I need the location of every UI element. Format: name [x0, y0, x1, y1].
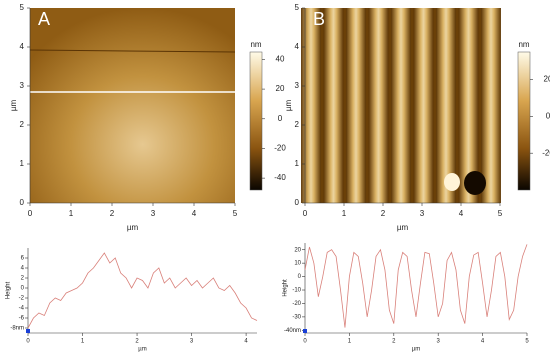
y-tick-label: 4: [21, 266, 25, 272]
y-tick-label: 2: [20, 120, 25, 129]
x-tick-label: 3: [420, 209, 425, 218]
x-tick-label: 4: [192, 209, 197, 218]
profile-line: [27, 252, 258, 329]
x-tick-label: 0: [303, 339, 307, 345]
colorbar-label: nm: [518, 40, 529, 49]
y-axis-label: µm: [284, 100, 293, 112]
stripe: [323, 8, 344, 203]
x-axis-label: µm: [138, 347, 146, 353]
y-tick-label: 4: [20, 42, 25, 51]
y-tick-label: 5: [295, 3, 300, 12]
x-tick-label: 2: [392, 339, 396, 345]
x-tick-label: 2: [135, 339, 139, 345]
y-tick-label: 2: [21, 276, 25, 282]
stripe: [391, 8, 411, 203]
y-tick-label: 1: [20, 159, 25, 168]
y-tick-label: -4: [19, 306, 25, 312]
y-tick-label: 20: [294, 247, 301, 253]
x-tick-label: 3: [190, 339, 194, 345]
y-axis-label: µm: [9, 100, 18, 112]
colorbar-tick-label: -20: [542, 148, 550, 157]
stripe: [301, 8, 321, 203]
y-tick-label: -30: [292, 314, 301, 320]
stripe: [458, 8, 479, 203]
y-tick-label: 0: [21, 286, 25, 292]
y-tick-label: 0: [298, 274, 302, 280]
colorbar-tick-label: -20: [274, 144, 286, 153]
x-tick-label: 2: [110, 209, 115, 218]
stripes: [301, 8, 501, 203]
stripe: [346, 8, 366, 203]
x-tick-label: 1: [348, 339, 352, 345]
stripe: [481, 8, 501, 203]
y-tick-label: 1: [295, 159, 300, 168]
colorbar-tick-label: -40: [274, 173, 286, 182]
cursor-marker: [26, 329, 30, 333]
y-tick-label: -10: [292, 288, 301, 294]
x-tick-label: 4: [459, 209, 464, 218]
x-axis-label: µm: [412, 347, 420, 353]
stripe: [368, 8, 389, 203]
y-tick-label: -20: [292, 301, 301, 307]
profile-line: [304, 244, 528, 328]
x-axis-label: µm: [127, 223, 139, 232]
bright-spot: [444, 173, 460, 191]
colorbar-tick-label: 0: [546, 112, 550, 121]
colorbar-b: [517, 51, 531, 191]
y-tick-label: -6: [19, 316, 25, 322]
y-axis-label: Height: [283, 279, 289, 297]
colorbar-a: [249, 51, 263, 191]
x-tick-label: 1: [69, 209, 74, 218]
y-tick-label: -2: [19, 296, 25, 302]
cursor-marker: [303, 329, 307, 333]
x-tick-label: 5: [233, 209, 238, 218]
colorbar-tick-label: 20: [544, 75, 550, 84]
colorbar-label: nm: [250, 40, 261, 49]
y-tick-label: 0: [295, 198, 300, 207]
x-tick-label: 3: [437, 339, 441, 345]
colorbar-tick-label: 20: [276, 84, 285, 93]
x-tick-label: 0: [28, 209, 33, 218]
x-axis-label: µm: [397, 223, 409, 232]
y-tick-label: -8nm: [10, 326, 24, 332]
x-tick-label: 2: [381, 209, 386, 218]
y-axis-label: Height: [6, 281, 12, 299]
x-tick-label: 0: [26, 339, 30, 345]
x-tick-label: 5: [525, 339, 529, 345]
y-tick-label: 10: [294, 261, 301, 267]
x-tick-label: 0: [303, 209, 308, 218]
colorbar-tick-label: 0: [278, 114, 283, 123]
scratch: [29, 49, 236, 53]
y-tick-label: -40nm: [284, 328, 301, 334]
panel-label: A: [38, 9, 50, 29]
panel-label: B: [313, 9, 325, 29]
y-tick-label: 3: [20, 81, 25, 90]
y-tick-label: 2: [295, 120, 300, 129]
x-tick-label: 3: [151, 209, 156, 218]
y-tick-label: 0: [20, 198, 25, 207]
x-tick-label: 5: [498, 209, 503, 218]
y-tick-label: 5: [20, 3, 25, 12]
x-tick-label: 1: [81, 339, 85, 345]
stripe: [436, 8, 456, 203]
y-tick-label: 3: [295, 81, 300, 90]
x-tick-label: 1: [342, 209, 347, 218]
afm-image-a: [30, 8, 235, 203]
dark-spot: [464, 171, 486, 195]
y-tick-label: 4: [295, 42, 300, 51]
x-tick-label: 4: [481, 339, 485, 345]
colorbar-tick-label: 40: [276, 55, 285, 64]
stripe: [413, 8, 434, 203]
x-tick-label: 4: [244, 339, 248, 345]
y-tick-label: 6: [21, 256, 25, 262]
